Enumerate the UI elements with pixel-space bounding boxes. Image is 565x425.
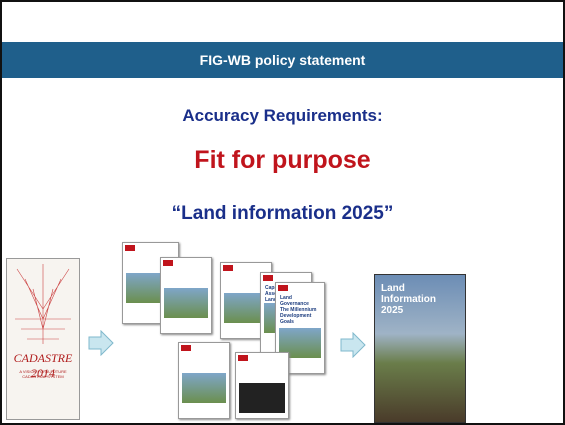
arrow [88, 330, 114, 356]
heading: Accuracy Requirements: [2, 106, 563, 126]
cover-subtitle: A VISION FOR A FUTURE CADASTRAL SYSTEM [9, 369, 77, 379]
report-title: The Millennium Development Goals [280, 307, 320, 325]
land-information-cover: Land Information 2025 [374, 274, 466, 423]
highlight: Fit for purpose [2, 146, 563, 175]
cover-graphic [7, 259, 79, 349]
report-cover [178, 342, 230, 419]
header-bar: FIG-WB policy statement [2, 42, 563, 78]
report-title: Land Governance [280, 295, 320, 307]
report-cover [235, 352, 289, 419]
report-cover [160, 257, 212, 334]
slide: FIG-WB policy statement Accuracy Require… [0, 0, 565, 425]
quote: “Land information 2025” [2, 203, 563, 225]
cadastre-cover: CADASTRE 2014 A VISION FOR A FUTURE CADA… [6, 258, 80, 420]
cover-title: Land Information 2025 [381, 283, 441, 316]
arrow [340, 332, 366, 358]
report-collage: Capacity Assessment in Land Administrati… [120, 242, 325, 422]
